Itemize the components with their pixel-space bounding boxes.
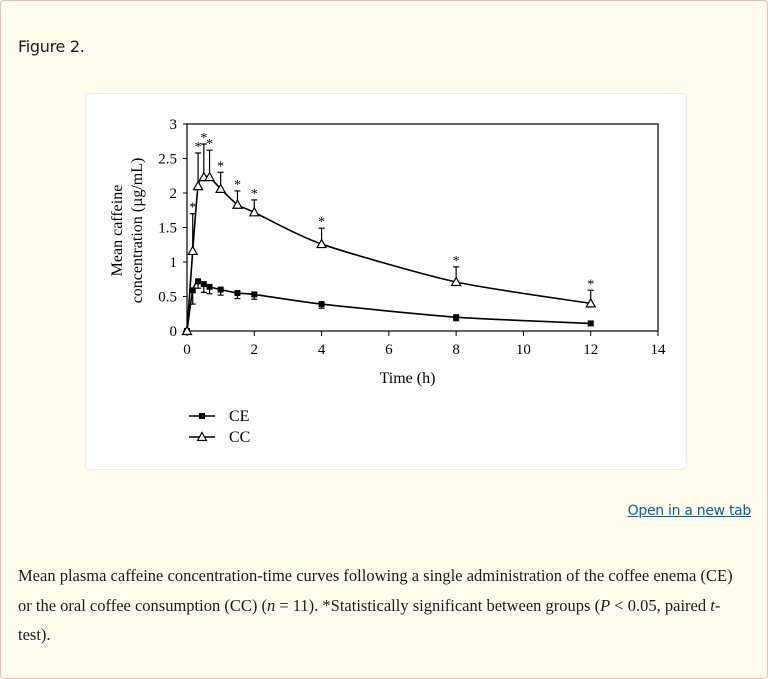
x-axis-label: Time (h) bbox=[380, 370, 436, 387]
ce-marker bbox=[453, 314, 460, 321]
x-tick-label: 4 bbox=[318, 342, 326, 358]
cc-marker bbox=[187, 245, 199, 256]
caption-text: Mean plasma caffeine concentration-time … bbox=[18, 566, 733, 615]
figure-label: Figure 2. bbox=[18, 37, 85, 56]
y-tick-label: 2 bbox=[170, 186, 178, 202]
significance-asterisk: * bbox=[453, 254, 460, 269]
significance-asterisk: * bbox=[234, 178, 241, 193]
y-tick-label: 1.5 bbox=[158, 221, 177, 237]
significance-asterisk: * bbox=[189, 201, 196, 216]
ce-curve bbox=[186, 280, 591, 332]
x-tick-label: 8 bbox=[452, 342, 460, 358]
caffeine-concentration-chart: 0 2 4 6 8 10 12 14 0 0.5 1 1.5 2 2.5 3 Time (h) Mean caf… bbox=[109, 117, 667, 446]
cc-marker bbox=[231, 199, 243, 209]
significance-asterisk: * bbox=[217, 159, 224, 174]
ce-marker bbox=[318, 301, 325, 308]
figure-caption: Mean plasma caffeine concentration-time … bbox=[18, 561, 748, 650]
y-tick-label: 1 bbox=[170, 255, 178, 271]
cc-marker bbox=[181, 325, 193, 336]
significance-asterisk: * bbox=[318, 215, 325, 230]
ce-marker bbox=[200, 281, 207, 288]
y-tick-label: 3 bbox=[170, 117, 178, 133]
x-tick-label: 6 bbox=[385, 342, 393, 358]
significance-asterisk: * bbox=[200, 131, 207, 146]
legend-cc-label: CC bbox=[229, 429, 250, 446]
significance-asterisk: * bbox=[206, 137, 213, 152]
ce-marker bbox=[195, 278, 202, 285]
x-tick-label: 2 bbox=[251, 342, 258, 358]
chart-panel: 0 2 4 6 8 10 12 14 0 0.5 1 1.5 2 2.5 3 Time (h) Mean caf… bbox=[85, 93, 687, 470]
legend-ce-label: CE bbox=[229, 408, 249, 425]
caption-text: < 0.05, paired bbox=[610, 595, 711, 615]
y-axis-label-line1: Mean caffeine bbox=[109, 185, 126, 277]
ce-marker bbox=[587, 320, 594, 327]
significance-asterisk: * bbox=[587, 277, 594, 292]
cc-marker bbox=[248, 206, 260, 217]
caption-p: P bbox=[600, 595, 611, 615]
x-tick-label: 0 bbox=[183, 342, 191, 358]
caption-n: n bbox=[266, 595, 276, 615]
cc-marker bbox=[192, 180, 204, 191]
ce-marker bbox=[217, 286, 224, 293]
significance-asterisk: * bbox=[251, 187, 258, 202]
significance-asterisk: * bbox=[195, 140, 202, 155]
cc-marker bbox=[204, 171, 216, 182]
cc-marker bbox=[450, 276, 462, 287]
cc-marker bbox=[585, 297, 597, 308]
legend-ce-marker bbox=[199, 413, 205, 419]
ce-marker bbox=[206, 283, 213, 290]
x-tick-label: 12 bbox=[583, 342, 598, 358]
open-in-new-tab-link[interactable]: Open in a new tab bbox=[627, 503, 752, 519]
caption-text: -test). bbox=[18, 595, 721, 645]
plot-frame bbox=[186, 123, 659, 332]
y-tick-label: 0.5 bbox=[158, 290, 177, 306]
legend-cc-marker bbox=[196, 431, 208, 442]
ce-marker bbox=[234, 290, 241, 297]
caption-t: t bbox=[710, 595, 715, 615]
ce-marker bbox=[251, 291, 258, 298]
cc-curve bbox=[186, 175, 591, 332]
x-tick-label: 14 bbox=[651, 342, 667, 358]
y-tick-label: 2.5 bbox=[158, 152, 177, 168]
ce-marker bbox=[189, 287, 196, 294]
caption-text: = 11). *Statistically significant betwee… bbox=[275, 595, 601, 615]
cc-marker bbox=[215, 183, 227, 193]
x-tick-label: 10 bbox=[516, 342, 531, 358]
y-axis-label-line2: concentration (µg/mL) bbox=[129, 158, 146, 304]
cc-marker bbox=[316, 238, 328, 249]
y-tick-label: 0 bbox=[170, 324, 178, 340]
